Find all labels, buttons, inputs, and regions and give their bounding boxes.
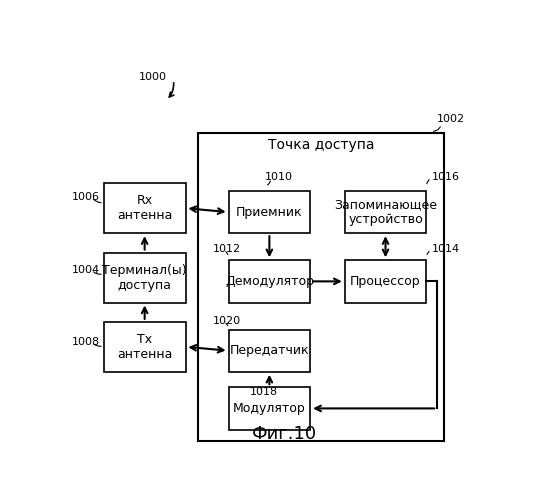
Text: 1004: 1004 (72, 265, 100, 275)
FancyBboxPatch shape (229, 330, 310, 372)
Text: Модулятор: Модулятор (233, 402, 306, 415)
Text: 1008: 1008 (72, 337, 100, 347)
FancyBboxPatch shape (104, 183, 185, 233)
FancyBboxPatch shape (199, 133, 443, 441)
FancyBboxPatch shape (345, 260, 426, 302)
Text: Rx
антенна: Rx антенна (117, 194, 173, 222)
Text: Приемник: Приемник (236, 206, 302, 218)
Text: Демодулятор: Демодулятор (225, 275, 314, 288)
FancyBboxPatch shape (345, 191, 426, 233)
Text: 1020: 1020 (213, 316, 241, 326)
Text: 1018: 1018 (250, 387, 278, 397)
Text: 1006: 1006 (72, 192, 99, 202)
Text: 1014: 1014 (432, 244, 460, 254)
Text: 1012: 1012 (213, 244, 241, 254)
FancyBboxPatch shape (104, 322, 185, 372)
Text: 1002: 1002 (437, 114, 465, 124)
Text: 1010: 1010 (265, 172, 293, 182)
FancyBboxPatch shape (229, 260, 310, 302)
Text: 1016: 1016 (432, 172, 460, 182)
Text: Передатчик: Передатчик (230, 344, 309, 357)
Text: Точка доступа: Точка доступа (268, 138, 374, 152)
Text: 1000: 1000 (139, 72, 167, 83)
FancyBboxPatch shape (104, 252, 185, 302)
FancyBboxPatch shape (229, 387, 310, 430)
Text: Терминал(ы)
доступа: Терминал(ы) доступа (102, 264, 187, 291)
Text: Запоминающее
устройство: Запоминающее устройство (334, 198, 437, 226)
FancyBboxPatch shape (229, 191, 310, 233)
Text: Процессор: Процессор (350, 275, 421, 288)
Text: Фиг.10: Фиг.10 (252, 425, 317, 443)
Text: Tx
антенна: Tx антенна (117, 333, 173, 361)
